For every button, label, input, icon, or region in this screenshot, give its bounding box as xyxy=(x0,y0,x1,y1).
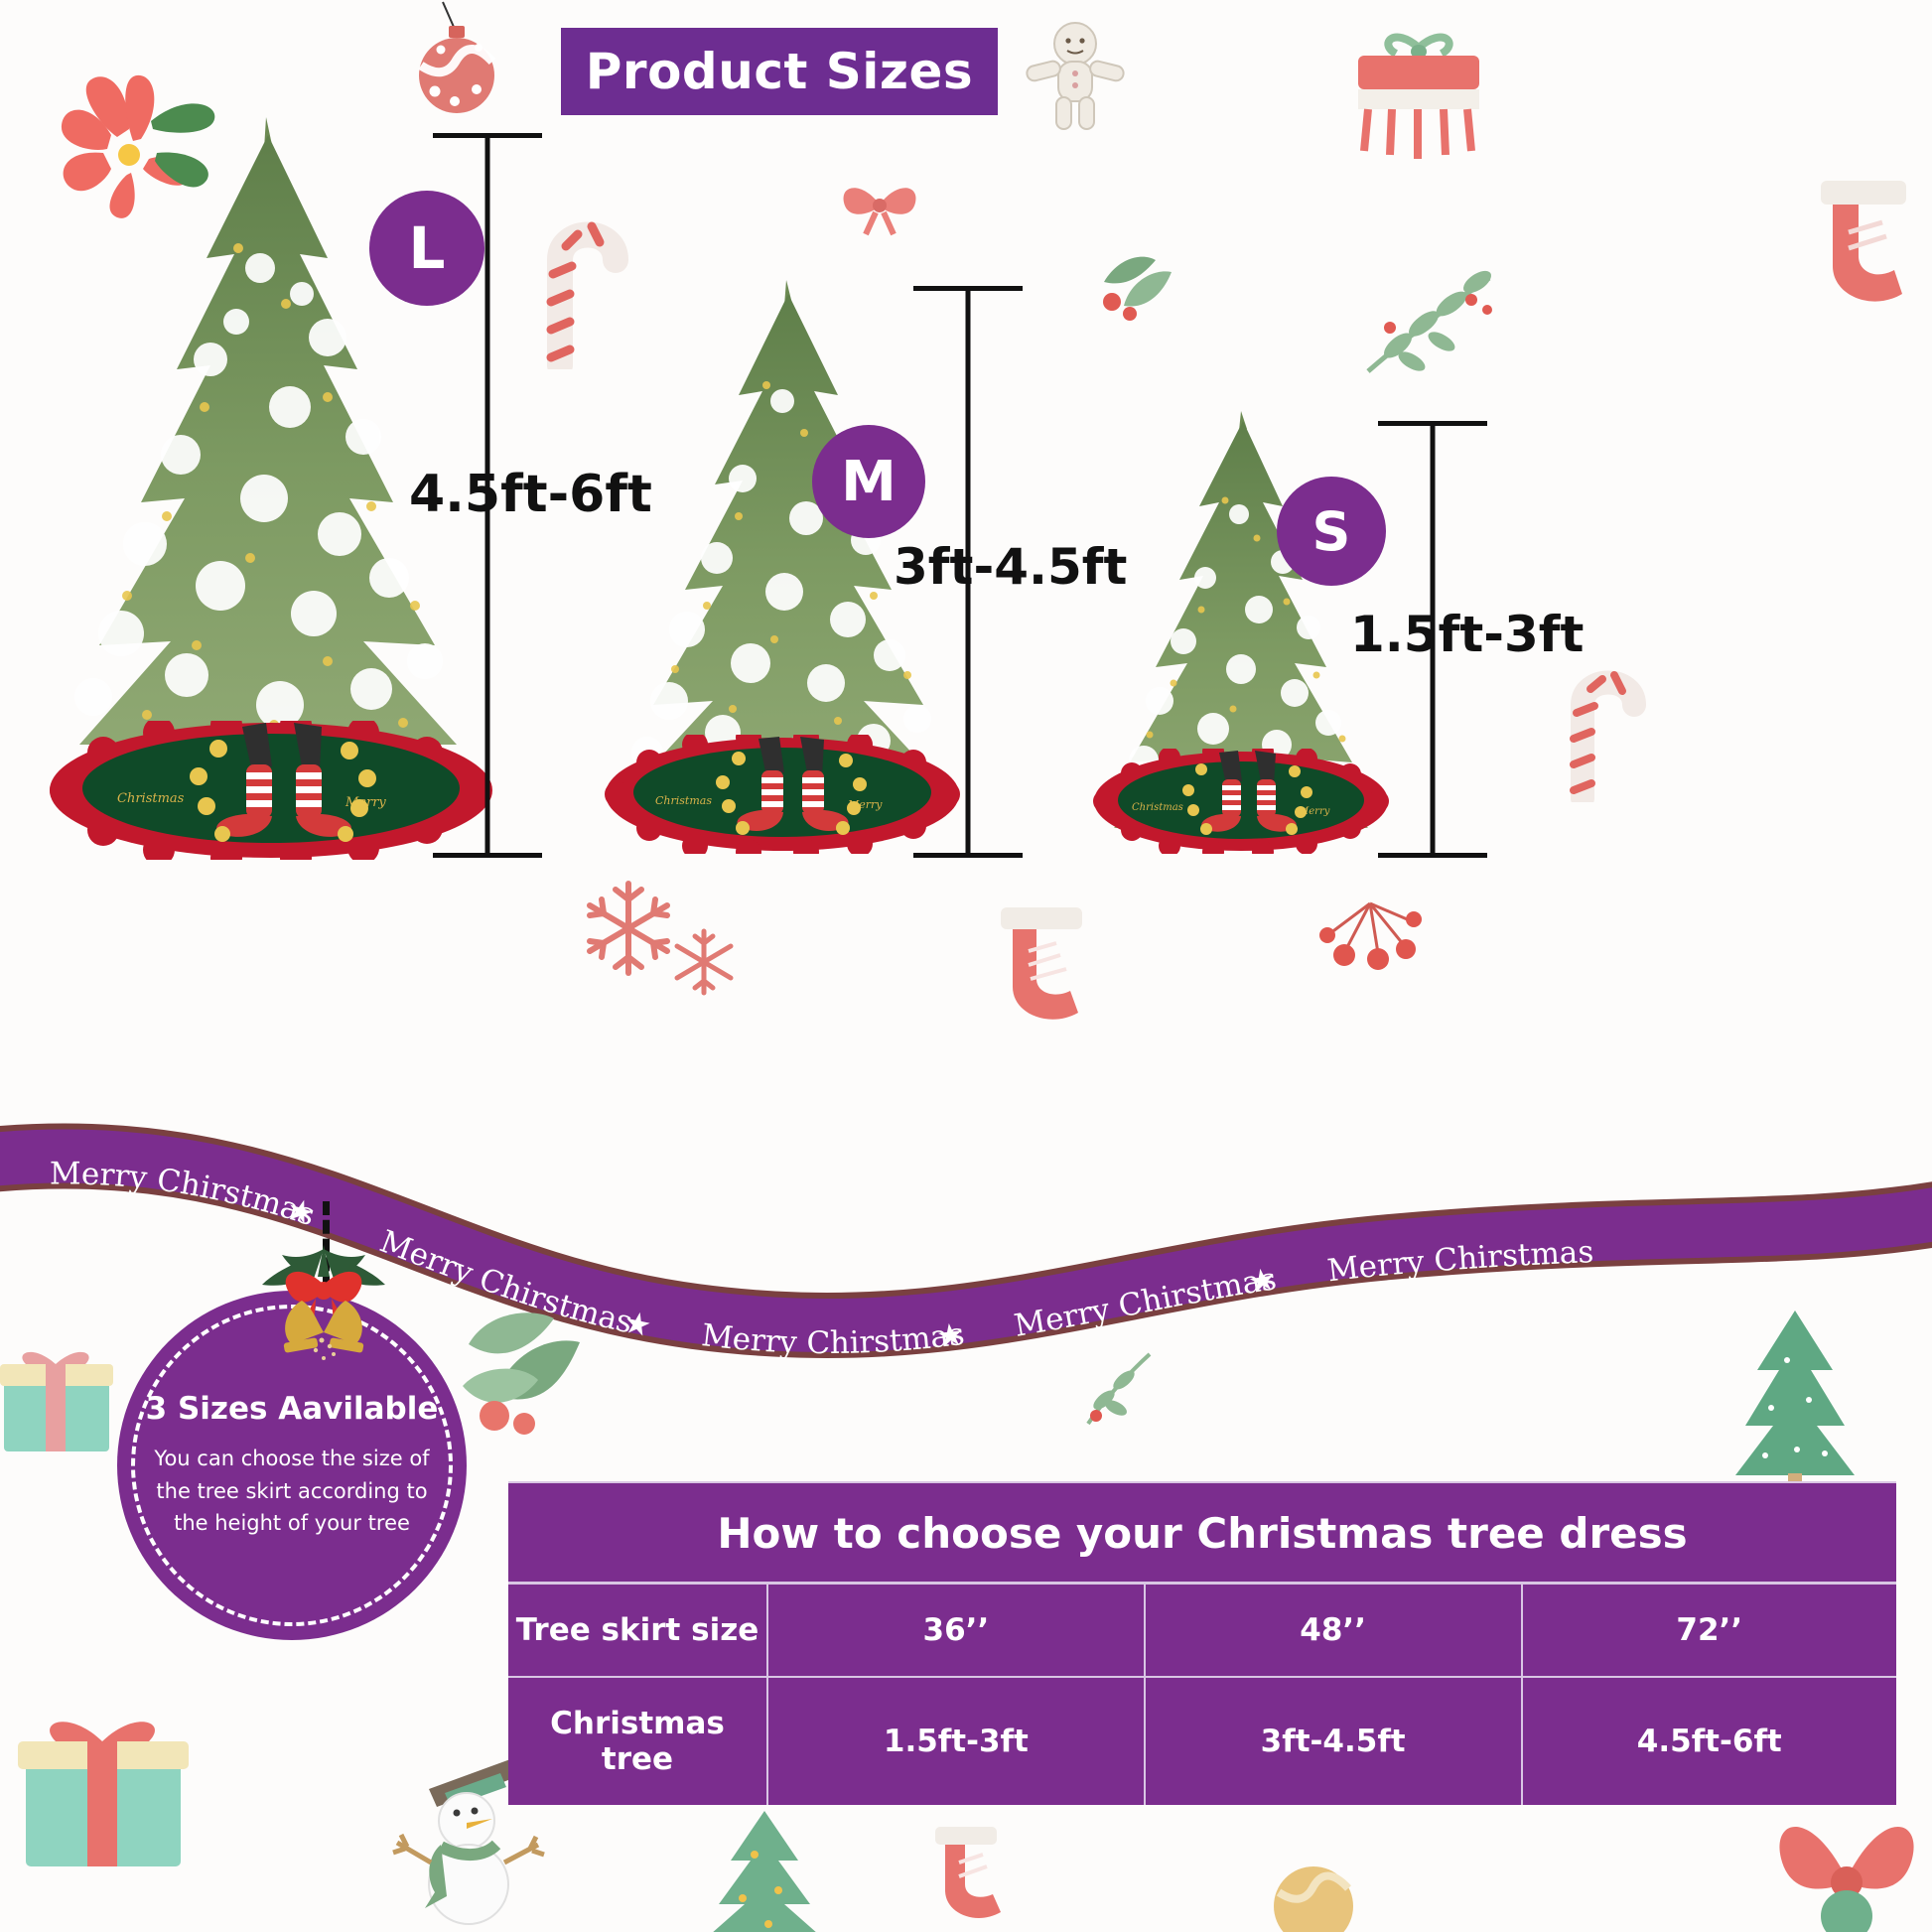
bells-bow-icon xyxy=(262,1245,385,1360)
row-label-tree-skirt-size: Tree skirt size xyxy=(508,1582,768,1678)
svg-text:Merry: Merry xyxy=(1298,806,1330,817)
sizes-available-title: 3 Sizes Aavilable xyxy=(145,1391,439,1428)
svg-text:Christmas: Christmas xyxy=(655,794,712,807)
tree-large xyxy=(74,117,457,770)
tree-skirt-small: Christmas Merry xyxy=(1093,749,1389,854)
bow-icon xyxy=(1779,1826,1914,1932)
dimension-bracket-medium xyxy=(913,286,1023,858)
tree-skirt-medium: Christmas Merry xyxy=(605,735,960,854)
bracket-cap-bottom xyxy=(913,853,1023,858)
page-title: Product Sizes xyxy=(585,43,974,100)
size-badge-small-letter: S xyxy=(1311,499,1351,563)
ribbon-star-4: ★ xyxy=(1246,1261,1279,1301)
holly-icon xyxy=(1103,256,1172,321)
sizes-available-subtitle: You can choose the size of the tree skir… xyxy=(154,1447,430,1536)
merry-christmas-ribbon: Merry Chirstmas ★ Merry Chirstmas ★ Merr… xyxy=(0,1122,1932,1361)
size-chart-table: How to choose your Christmas tree dress … xyxy=(508,1481,1896,1805)
dimension-bracket-large xyxy=(433,133,542,858)
size-badge-medium: M xyxy=(812,425,925,538)
snowflake-icon xyxy=(587,881,670,976)
table-row: Tree skirt size 36’’ 48’’ 72’’ xyxy=(508,1582,1896,1678)
bracket-cap-bottom xyxy=(433,853,542,858)
tree-skirt-large: Christmas Merry xyxy=(50,721,492,860)
christmas-tree-icon xyxy=(713,1811,816,1932)
cell-skirt-36: 36’’ xyxy=(766,1582,1146,1678)
gingerbread-man-icon xyxy=(1026,22,1125,130)
table-heading: How to choose your Christmas tree dress xyxy=(508,1481,1896,1585)
cell-skirt-72: 72’’ xyxy=(1520,1582,1896,1678)
hanging-basket-icon xyxy=(1358,33,1479,159)
row-label-christmas-tree: Christmas tree xyxy=(508,1676,768,1805)
table-row: Christmas tree 1.5ft-3ft 3ft-4.5ft 4.5ft… xyxy=(508,1676,1896,1805)
svg-text:★: ★ xyxy=(1246,1261,1279,1301)
candy-cane-icon xyxy=(1570,670,1646,802)
bracket-line xyxy=(484,133,490,858)
cell-tree-small: 1.5ft-3ft xyxy=(766,1676,1146,1805)
gift-box-icon xyxy=(18,1722,189,1866)
ornament-ball-icon xyxy=(1274,1866,1353,1932)
stocking-icon xyxy=(1001,907,1082,1020)
cell-skirt-48: 48’’ xyxy=(1143,1582,1523,1678)
page-title-banner: Product Sizes xyxy=(561,28,998,115)
size-label-medium: 3ft-4.5ft xyxy=(894,538,1128,596)
svg-text:Christmas: Christmas xyxy=(1132,802,1183,813)
size-badge-medium-letter: M xyxy=(841,449,897,514)
tree-small xyxy=(1111,411,1368,846)
svg-text:★: ★ xyxy=(934,1316,966,1355)
stocking-icon xyxy=(935,1827,1001,1918)
size-badge-large: L xyxy=(369,191,484,306)
cell-tree-medium: 3ft-4.5ft xyxy=(1143,1676,1523,1805)
ribbon-star-3: ★ xyxy=(934,1316,966,1355)
bow-icon xyxy=(843,188,916,236)
size-badge-small: S xyxy=(1277,477,1386,586)
size-label-large: 4.5ft-6ft xyxy=(409,465,652,524)
size-label-small: 1.5ft-3ft xyxy=(1350,606,1585,663)
berries-icon xyxy=(1319,901,1422,970)
mistletoe-icon xyxy=(1366,270,1492,373)
svg-text:Christmas: Christmas xyxy=(117,791,185,806)
snowflake-icon xyxy=(674,928,734,996)
size-badge-large-letter: L xyxy=(408,214,446,282)
cell-tree-large: 4.5ft-6ft xyxy=(1520,1676,1896,1805)
bracket-cap-bottom xyxy=(1378,853,1487,858)
bracket-line xyxy=(1430,421,1436,858)
dimension-bracket-small xyxy=(1378,421,1487,858)
table-header-row: How to choose your Christmas tree dress xyxy=(508,1481,1896,1585)
stocking-icon xyxy=(1821,181,1906,302)
bracket-line xyxy=(965,286,971,858)
